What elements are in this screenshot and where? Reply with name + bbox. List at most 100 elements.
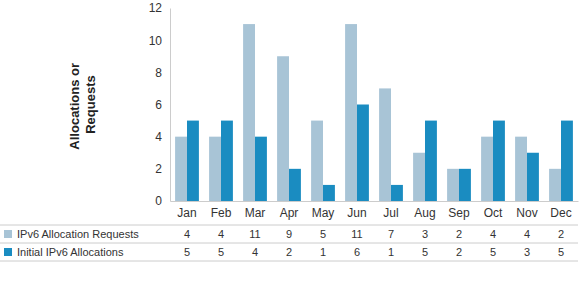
x-tick: Oct bbox=[484, 201, 503, 220]
table-value: 4 bbox=[252, 246, 258, 258]
x-tick-label: Jan bbox=[177, 206, 196, 220]
x-tick-label: Jul bbox=[383, 206, 398, 220]
bar bbox=[379, 88, 391, 201]
legend-swatch bbox=[4, 248, 12, 256]
table-value: 2 bbox=[286, 246, 292, 258]
table-value: 5 bbox=[422, 246, 428, 258]
bar bbox=[425, 121, 437, 201]
bars bbox=[175, 24, 573, 201]
legend-label: Initial IPv6 Allocations bbox=[17, 246, 124, 258]
data-table: IPv6 Allocation Requests44119511732442In… bbox=[0, 225, 578, 261]
y-tick: 8 bbox=[155, 66, 170, 80]
y-tick-label: 12 bbox=[149, 1, 163, 15]
x-tick: Aug bbox=[414, 201, 435, 220]
bar bbox=[413, 153, 425, 201]
table-value: 5 bbox=[184, 246, 190, 258]
table-rule bbox=[0, 225, 578, 226]
legend-swatch bbox=[4, 230, 12, 238]
x-axis: Jan Feb Mar Apr May Jun Jul Aug Sep Oct Nov Dec bbox=[171, 201, 579, 220]
table-value: 5 bbox=[218, 246, 224, 258]
x-tick-label: Dec bbox=[550, 206, 571, 220]
table-value: 9 bbox=[286, 228, 292, 240]
bar bbox=[549, 169, 561, 201]
y-tick-label: 8 bbox=[155, 66, 162, 80]
x-tick-label: Jun bbox=[347, 206, 366, 220]
table-rule bbox=[0, 261, 578, 262]
table-value: 5 bbox=[320, 228, 326, 240]
table-value: 3 bbox=[524, 246, 530, 258]
x-tick-label: Apr bbox=[280, 206, 299, 220]
bar bbox=[527, 153, 539, 201]
x-tick-label: Oct bbox=[484, 206, 503, 220]
x-tick-label: Aug bbox=[414, 206, 435, 220]
table-value: 2 bbox=[558, 228, 564, 240]
table-value: 6 bbox=[354, 246, 360, 258]
x-tick: Dec bbox=[550, 201, 571, 220]
table-value: 2 bbox=[456, 246, 462, 258]
y-axis: 0 2 4 6 8 10 12 bbox=[149, 1, 171, 208]
x-tick: Jan bbox=[177, 201, 196, 220]
table-value: 11 bbox=[249, 228, 260, 240]
y-axis-line bbox=[170, 9, 171, 202]
y-tick: 6 bbox=[155, 98, 170, 112]
x-tick: Feb bbox=[211, 201, 232, 220]
x-tick-label: Nov bbox=[516, 206, 537, 220]
y-axis-title: Allocations or Requests bbox=[67, 59, 98, 149]
x-tick-label: Sep bbox=[448, 206, 470, 220]
bar bbox=[515, 137, 527, 201]
bar bbox=[243, 24, 255, 201]
bar bbox=[187, 121, 199, 201]
bar bbox=[447, 169, 459, 201]
bar bbox=[289, 169, 301, 201]
y-tick: 12 bbox=[149, 1, 170, 15]
legend-label: IPv6 Allocation Requests bbox=[17, 228, 139, 240]
bar bbox=[255, 137, 267, 201]
x-tick-label: Feb bbox=[211, 206, 232, 220]
y-tick: 2 bbox=[155, 162, 170, 176]
y-tick-label: 10 bbox=[149, 34, 163, 48]
table-value: 7 bbox=[388, 228, 394, 240]
y-tick-label: 0 bbox=[155, 194, 162, 208]
bar bbox=[357, 105, 369, 202]
bar bbox=[311, 121, 323, 201]
bar bbox=[277, 56, 289, 201]
table-value: 4 bbox=[184, 228, 190, 240]
table-value: 4 bbox=[490, 228, 496, 240]
x-tick: Jul bbox=[383, 201, 398, 220]
y-tick: 0 bbox=[155, 194, 170, 208]
x-tick-label: May bbox=[312, 206, 335, 220]
table-value: 4 bbox=[524, 228, 530, 240]
table-value: 11 bbox=[351, 228, 362, 240]
y-tick-label: 6 bbox=[155, 98, 162, 112]
x-tick: Sep bbox=[448, 201, 470, 220]
y-tick-label: 4 bbox=[155, 130, 162, 144]
bar bbox=[209, 137, 221, 201]
x-tick: Apr bbox=[280, 201, 299, 220]
x-tick: May bbox=[312, 201, 335, 220]
y-tick-label: 2 bbox=[155, 162, 162, 176]
bar bbox=[391, 185, 403, 201]
y-tick: 10 bbox=[149, 34, 170, 48]
x-axis-line bbox=[171, 201, 579, 202]
table-value: 5 bbox=[490, 246, 496, 258]
bar bbox=[221, 121, 233, 201]
x-tick: Nov bbox=[516, 201, 537, 220]
table-value: 1 bbox=[320, 246, 326, 258]
bar bbox=[561, 121, 573, 201]
table-value: 4 bbox=[218, 228, 224, 240]
x-tick: Jun bbox=[347, 201, 366, 220]
bar bbox=[323, 185, 335, 201]
table-value: 5 bbox=[558, 246, 564, 258]
y-tick: 4 bbox=[155, 130, 170, 144]
bar bbox=[459, 169, 471, 201]
table-value: 2 bbox=[456, 228, 462, 240]
x-tick: Mar bbox=[245, 201, 266, 220]
table-value: 3 bbox=[422, 228, 428, 240]
bar bbox=[175, 137, 187, 201]
bar bbox=[493, 121, 505, 201]
table-rule bbox=[0, 243, 578, 244]
table-value: 1 bbox=[388, 246, 394, 258]
bar bbox=[481, 137, 493, 201]
bar bbox=[345, 24, 357, 201]
chart: 024681012JanFebMarAprMayJunJulAugSepOctN… bbox=[0, 0, 582, 291]
